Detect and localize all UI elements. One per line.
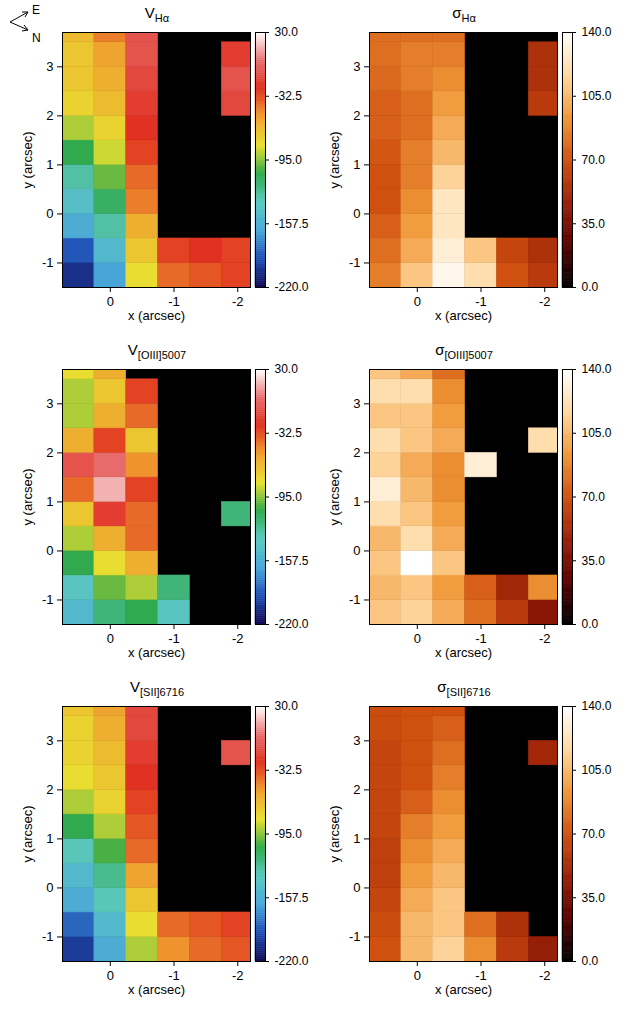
svg-text:0: 0 xyxy=(107,968,114,983)
svg-text:-32.5: -32.5 xyxy=(275,89,303,103)
svg-text:x (arcsec): x (arcsec) xyxy=(128,645,185,660)
svg-text:2: 2 xyxy=(46,108,53,123)
svg-text:2: 2 xyxy=(353,782,360,797)
svg-text:0: 0 xyxy=(46,206,53,221)
svg-text:-220.0: -220.0 xyxy=(275,954,309,968)
svg-text:30.0: 30.0 xyxy=(275,700,299,713)
svg-text:0: 0 xyxy=(107,631,114,646)
svg-text:140.0: 140.0 xyxy=(582,363,612,376)
svg-text:0: 0 xyxy=(46,880,53,895)
svg-text:1: 1 xyxy=(46,831,53,846)
svg-text:70.0: 70.0 xyxy=(582,153,606,167)
svg-text:105.0: 105.0 xyxy=(582,89,612,103)
svg-text:y (arcsec): y (arcsec) xyxy=(327,468,342,525)
html-text:VHα: VHα xyxy=(144,4,170,24)
svg-text:y (arcsec): y (arcsec) xyxy=(327,131,342,188)
svg-text:1: 1 xyxy=(353,831,360,846)
svg-text:-1: -1 xyxy=(475,294,487,309)
svg-text:105.0: 105.0 xyxy=(582,426,612,440)
svg-text:-95.0: -95.0 xyxy=(275,153,303,167)
svg-text:35.0: 35.0 xyxy=(582,217,606,231)
svg-text:140.0: 140.0 xyxy=(582,26,612,39)
svg-text:0: 0 xyxy=(414,294,421,309)
svg-text:0: 0 xyxy=(107,294,114,309)
svg-text:1: 1 xyxy=(353,494,360,509)
svg-text:-1: -1 xyxy=(349,929,361,944)
svg-text:-32.5: -32.5 xyxy=(275,426,303,440)
svg-text:-1: -1 xyxy=(168,631,180,646)
svg-text:-2: -2 xyxy=(232,968,244,983)
svg-text:-1: -1 xyxy=(168,294,180,309)
svg-text:x (arcsec): x (arcsec) xyxy=(435,982,492,997)
svg-text:0: 0 xyxy=(353,206,360,221)
svg-text:140.0: 140.0 xyxy=(582,700,612,713)
svg-text:0.0: 0.0 xyxy=(582,617,599,631)
svg-text:-2: -2 xyxy=(539,294,551,309)
svg-text:2: 2 xyxy=(353,108,360,123)
svg-text:y (arcsec): y (arcsec) xyxy=(20,468,35,525)
svg-text:-157.5: -157.5 xyxy=(275,891,309,905)
svg-text:-95.0: -95.0 xyxy=(275,827,303,841)
svg-text:-95.0: -95.0 xyxy=(275,490,303,504)
svg-text:-220.0: -220.0 xyxy=(275,617,309,631)
svg-text:-1: -1 xyxy=(475,968,487,983)
svg-text:0: 0 xyxy=(414,631,421,646)
svg-text:N: N xyxy=(32,31,41,45)
svg-text:1: 1 xyxy=(353,157,360,172)
svg-text:-220.0: -220.0 xyxy=(275,280,309,294)
svg-text:y (arcsec): y (arcsec) xyxy=(20,805,35,862)
svg-text:-2: -2 xyxy=(539,968,551,983)
svg-text:2: 2 xyxy=(353,445,360,460)
svg-text:2: 2 xyxy=(46,445,53,460)
svg-text:-1: -1 xyxy=(475,631,487,646)
svg-text:1: 1 xyxy=(46,494,53,509)
svg-text:3: 3 xyxy=(353,59,360,74)
svg-text:3: 3 xyxy=(353,733,360,748)
svg-text:-1: -1 xyxy=(349,592,361,607)
svg-text:-157.5: -157.5 xyxy=(275,554,309,568)
svg-text:x (arcsec): x (arcsec) xyxy=(128,308,185,323)
svg-text:35.0: 35.0 xyxy=(582,554,606,568)
svg-text:-2: -2 xyxy=(539,631,551,646)
html-text:σHα: σHα xyxy=(452,4,476,24)
svg-text:-32.5: -32.5 xyxy=(275,763,303,777)
svg-text:105.0: 105.0 xyxy=(582,763,612,777)
svg-text:0.0: 0.0 xyxy=(582,280,599,294)
svg-text:y (arcsec): y (arcsec) xyxy=(327,805,342,862)
svg-text:-157.5: -157.5 xyxy=(275,217,309,231)
html-text:σ[OIII]5007: σ[OIII]5007 xyxy=(435,341,493,361)
html-text:σ[SII]6716: σ[SII]6716 xyxy=(437,678,491,698)
svg-text:-1: -1 xyxy=(349,255,361,270)
svg-text:-1: -1 xyxy=(42,929,54,944)
svg-text:0: 0 xyxy=(353,880,360,895)
svg-text:3: 3 xyxy=(353,396,360,411)
html-text:V[OIII]5007: V[OIII]5007 xyxy=(127,341,187,361)
svg-text:-1: -1 xyxy=(42,592,54,607)
svg-text:70.0: 70.0 xyxy=(582,490,606,504)
svg-text:3: 3 xyxy=(46,59,53,74)
svg-text:-1: -1 xyxy=(42,255,54,270)
svg-text:x (arcsec): x (arcsec) xyxy=(128,982,185,997)
svg-text:70.0: 70.0 xyxy=(582,827,606,841)
svg-text:E: E xyxy=(32,3,40,17)
svg-text:0: 0 xyxy=(46,543,53,558)
svg-text:3: 3 xyxy=(46,733,53,748)
svg-text:0: 0 xyxy=(414,968,421,983)
svg-text:3: 3 xyxy=(46,396,53,411)
svg-text:x (arcsec): x (arcsec) xyxy=(435,308,492,323)
svg-text:-2: -2 xyxy=(232,631,244,646)
svg-text:35.0: 35.0 xyxy=(582,891,606,905)
svg-text:0: 0 xyxy=(353,543,360,558)
html-text:V[SII]6716: V[SII]6716 xyxy=(130,678,184,698)
svg-text:-1: -1 xyxy=(168,968,180,983)
svg-text:0.0: 0.0 xyxy=(582,954,599,968)
svg-text:30.0: 30.0 xyxy=(275,26,299,39)
svg-text:x (arcsec): x (arcsec) xyxy=(435,645,492,660)
svg-text:y (arcsec): y (arcsec) xyxy=(20,131,35,188)
svg-text:-2: -2 xyxy=(232,294,244,309)
svg-text:30.0: 30.0 xyxy=(275,363,299,376)
svg-text:2: 2 xyxy=(46,782,53,797)
svg-text:1: 1 xyxy=(46,157,53,172)
